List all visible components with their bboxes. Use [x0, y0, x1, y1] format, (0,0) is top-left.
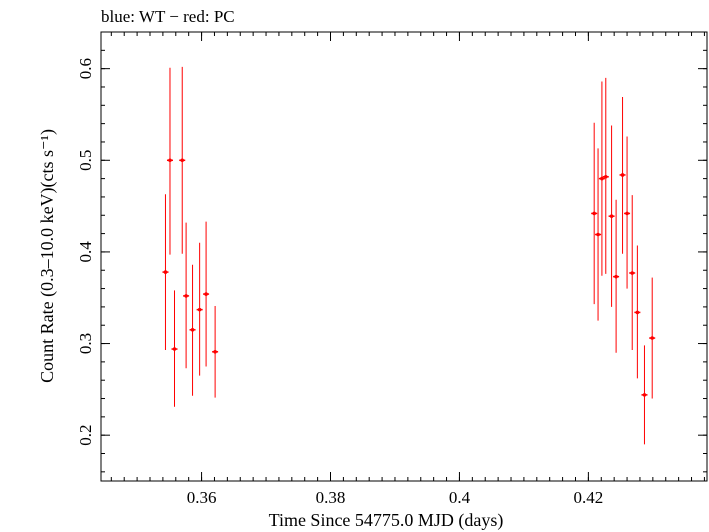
- point-marker: [596, 232, 600, 237]
- data-point: [189, 264, 196, 396]
- data-point: [203, 221, 210, 367]
- y-tick-label: 0.4: [76, 241, 95, 263]
- plot-frame: [100, 31, 708, 482]
- point-marker: [168, 158, 172, 163]
- point-marker: [650, 336, 655, 340]
- x-tick-label: 0.38: [316, 488, 346, 507]
- data-point: [212, 305, 219, 398]
- point-marker: [197, 307, 202, 312]
- data-point: [624, 136, 631, 289]
- axis-ticks: [101, 31, 707, 481]
- point-marker: [609, 214, 614, 218]
- data-point: [641, 345, 648, 445]
- point-marker: [630, 271, 635, 275]
- point-marker: [625, 211, 629, 216]
- x-tick-label: 0.42: [574, 488, 604, 507]
- x-tick-label: 0.36: [187, 488, 217, 507]
- data-point: [196, 242, 203, 376]
- point-marker: [603, 174, 608, 179]
- data-point: [634, 245, 641, 379]
- y-tick-label: 0.6: [76, 58, 95, 79]
- x-axis-label: Time Since 54775.0 MJD (days): [269, 510, 504, 531]
- data-point: [162, 194, 169, 350]
- point-marker: [204, 292, 208, 296]
- data-point: [608, 125, 615, 307]
- data-point: [166, 67, 173, 255]
- point-marker: [614, 274, 618, 279]
- axis-tick-labels: 0.36 0.38 0.4 0.42 0.2 0.3 0.4 0.5 0.6: [76, 58, 603, 507]
- data-point: [179, 66, 186, 254]
- point-marker: [184, 294, 188, 298]
- data-point: [183, 222, 190, 369]
- point-marker: [600, 176, 604, 181]
- point-marker: [213, 349, 217, 354]
- point-marker: [642, 393, 647, 397]
- x-tick-label: 0.4: [449, 488, 471, 507]
- data-point: [591, 122, 598, 305]
- point-marker: [163, 270, 168, 274]
- data-point: [171, 290, 178, 407]
- y-tick-label: 0.5: [76, 150, 95, 171]
- chart-title: blue: WT − red: PC: [101, 7, 235, 26]
- data-point: [602, 77, 609, 274]
- data-point: [629, 195, 636, 350]
- data-point: [598, 81, 605, 276]
- data-point: [613, 199, 620, 353]
- data-point: [619, 97, 626, 254]
- data-point: [595, 148, 602, 321]
- point-marker: [180, 158, 185, 163]
- point-marker: [620, 173, 625, 177]
- data-point: [649, 277, 656, 399]
- point-marker: [172, 347, 177, 351]
- y-tick-label: 0.3: [76, 333, 95, 354]
- point-marker: [592, 211, 596, 216]
- y-tick-label: 0.2: [76, 425, 95, 446]
- y-axis-label: Count Rate (0.3–10.0 keV)(cts s⁻¹): [37, 129, 58, 383]
- point-marker: [635, 310, 640, 315]
- point-marker: [190, 328, 195, 332]
- data-points: [162, 66, 656, 445]
